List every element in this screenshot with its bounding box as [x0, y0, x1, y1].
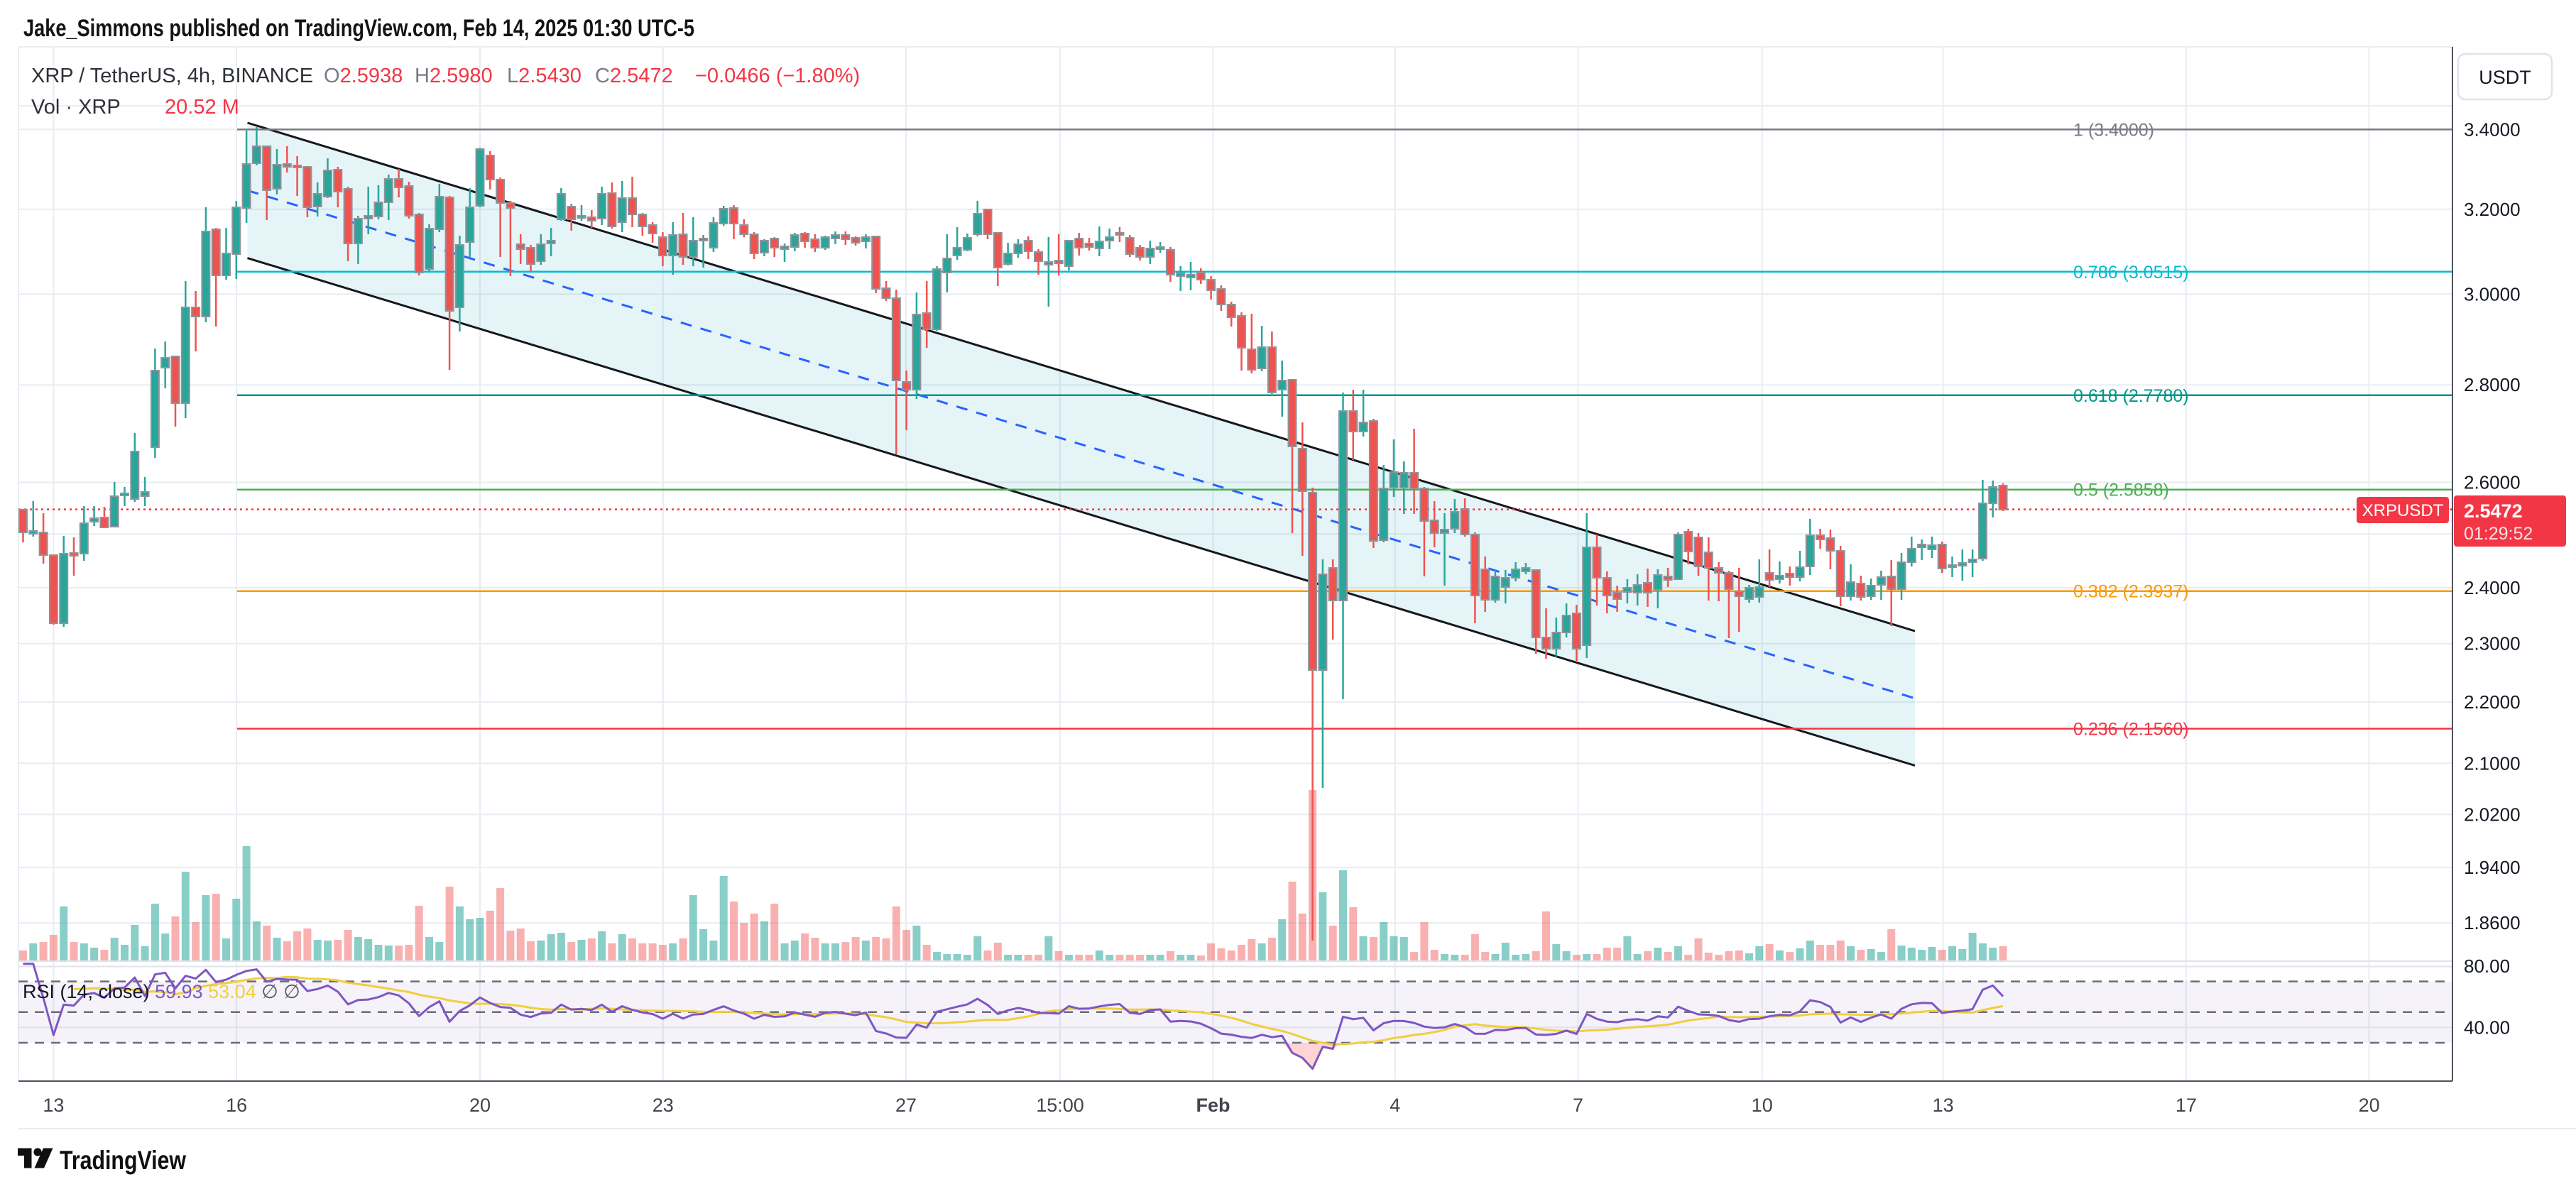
svg-text:10: 10 [1752, 1095, 1773, 1116]
svg-text:13: 13 [1933, 1095, 1954, 1116]
svg-text:13: 13 [43, 1095, 64, 1116]
svg-text:17: 17 [2176, 1095, 2197, 1116]
svg-text:Jake_Simmons published on Trad: Jake_Simmons published on TradingView.co… [23, 15, 694, 42]
svg-text:TradingView: TradingView [60, 1146, 186, 1175]
svg-text:Feb: Feb [1196, 1095, 1230, 1116]
svg-text:RSI (14, close) 59.93 53.04 ∅: RSI (14, close) 59.93 53.04 ∅ ∅ [23, 981, 300, 1002]
svg-text:1 (3.4000): 1 (3.4000) [2073, 120, 2154, 140]
svg-text:2.5472: 2.5472 [2464, 500, 2523, 522]
svg-text:2.2000: 2.2000 [2464, 691, 2521, 713]
svg-text:15:00: 15:00 [1036, 1095, 1084, 1116]
svg-text:27: 27 [895, 1095, 917, 1116]
svg-text:01:29:52: 01:29:52 [2464, 524, 2533, 544]
svg-text:0.786 (3.0515): 0.786 (3.0515) [2073, 263, 2189, 283]
svg-text:2.3000: 2.3000 [2464, 633, 2521, 654]
svg-text:2.6000: 2.6000 [2464, 472, 2521, 493]
svg-text:XRPUSDT: XRPUSDT [2362, 501, 2444, 520]
svg-text:0.618 (2.7780): 0.618 (2.7780) [2073, 386, 2189, 406]
svg-text:2.4000: 2.4000 [2464, 577, 2521, 598]
svg-text:0.5 (2.5858): 0.5 (2.5858) [2073, 481, 2169, 500]
svg-text:3.0000: 3.0000 [2464, 283, 2521, 305]
svg-text:2.8000: 2.8000 [2464, 374, 2521, 395]
svg-text:20: 20 [2359, 1095, 2380, 1116]
svg-text:16: 16 [226, 1095, 247, 1116]
svg-text:0.382 (2.3937): 0.382 (2.3937) [2073, 582, 2189, 602]
svg-text:1.9400: 1.9400 [2464, 857, 2521, 878]
svg-text:7: 7 [1573, 1095, 1583, 1116]
svg-text:80.00: 80.00 [2464, 955, 2510, 977]
svg-text:3.2000: 3.2000 [2464, 199, 2521, 220]
svg-text:2.0200: 2.0200 [2464, 804, 2521, 825]
svg-text:USDT: USDT [2479, 67, 2531, 88]
svg-text:3.4000: 3.4000 [2464, 119, 2521, 140]
svg-text:1.8600: 1.8600 [2464, 912, 2521, 933]
svg-text:23: 23 [653, 1095, 674, 1116]
svg-text:20: 20 [469, 1095, 491, 1116]
svg-text:40.00: 40.00 [2464, 1017, 2510, 1038]
svg-text:0.236 (2.1560): 0.236 (2.1560) [2073, 720, 2189, 740]
svg-text:2.1000: 2.1000 [2464, 752, 2521, 774]
svg-text:4: 4 [1390, 1095, 1400, 1116]
